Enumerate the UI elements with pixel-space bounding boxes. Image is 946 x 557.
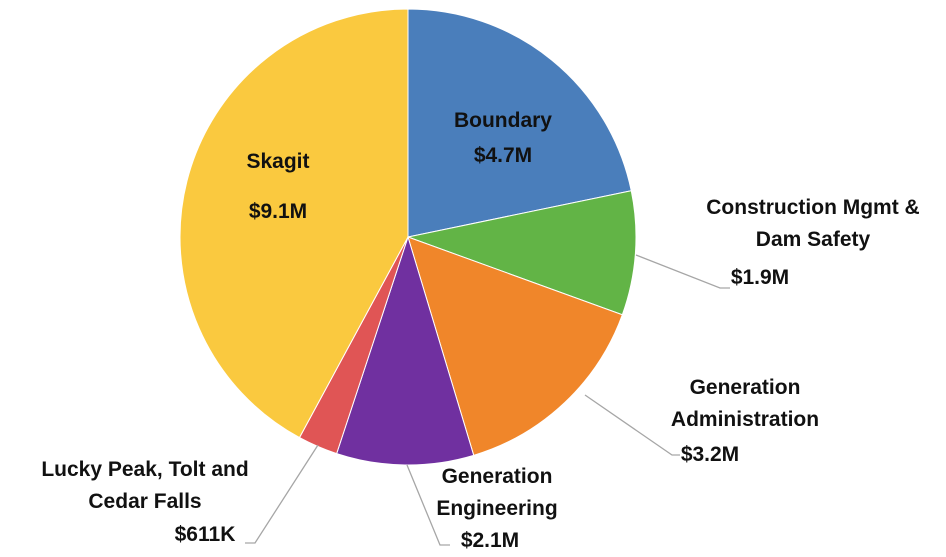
leader-line bbox=[245, 444, 319, 544]
value-label: $9.1M bbox=[248, 200, 308, 223]
value-label: $1.9M bbox=[730, 266, 790, 289]
pie-slice bbox=[406, 190, 637, 316]
leader-line bbox=[635, 254, 730, 289]
leader-line bbox=[406, 464, 450, 546]
pie-slice bbox=[407, 8, 632, 238]
slice-label: Generation Engineering bbox=[436, 465, 558, 520]
value-label: $611K bbox=[174, 523, 236, 546]
pie-slice bbox=[407, 236, 623, 456]
value-label: $2.1M bbox=[460, 529, 520, 552]
slice-label: Lucky Peak, Tolt and Cedar Falls bbox=[41, 458, 249, 513]
slice-label: Boundary bbox=[453, 109, 552, 132]
value-label: $3.2M bbox=[680, 443, 740, 466]
slice-label: Generation Administration bbox=[670, 376, 820, 431]
slice-label: Construction Mgmt & Dam Safety bbox=[706, 196, 920, 251]
slice-label: Skagit bbox=[246, 150, 310, 173]
value-label: $4.7M bbox=[473, 144, 533, 167]
pie-slice bbox=[179, 8, 409, 439]
pie-slice bbox=[336, 235, 475, 466]
leader-line bbox=[584, 394, 680, 456]
